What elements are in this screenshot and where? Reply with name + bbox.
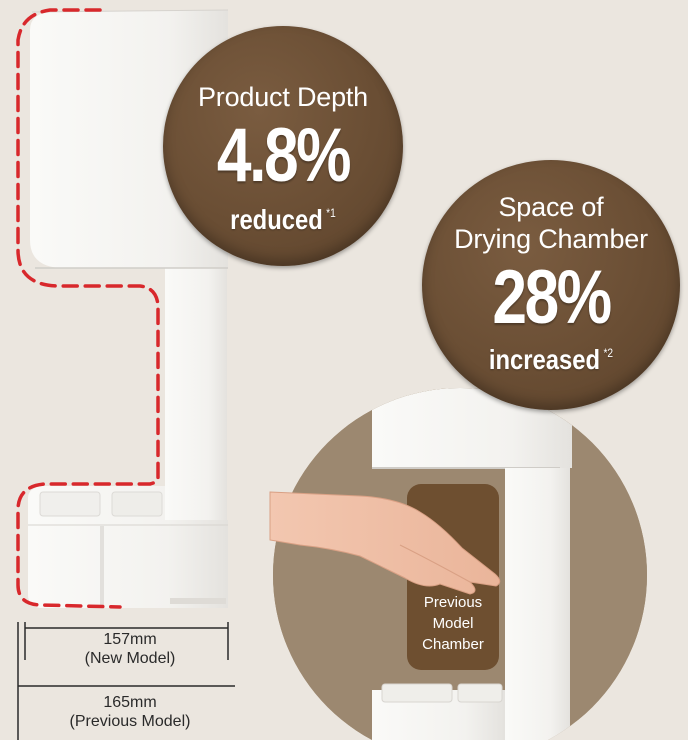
previous-model-size: 165mm <box>103 694 157 711</box>
drying-chamber-label: increased *2 <box>488 344 614 375</box>
footnote-1: *1 <box>326 206 336 220</box>
previous-chamber-label: Previous Model Chamber <box>410 592 496 655</box>
footnote-2: *2 <box>603 346 614 360</box>
chamber-label-line-2: Model <box>432 615 474 632</box>
previous-model-label: (Previous Model) <box>69 713 191 730</box>
drying-chamber-badge: Space of Drying Chamber 28% increased *2 <box>422 160 680 410</box>
product-depth-title: Product Depth <box>198 82 368 112</box>
previous-model-dimension: 165mm (Previous Model) <box>30 693 230 731</box>
hand-image <box>269 491 501 595</box>
drying-chamber-title-1: Space of <box>498 192 604 222</box>
dimension-lines <box>17 622 235 740</box>
product-depth-value: 4.8% <box>216 113 352 198</box>
drying-chamber-title-2: Drying Chamber <box>454 224 648 254</box>
product-depth-label: reduced *1 <box>230 204 336 235</box>
previous-model-outline <box>16 8 160 609</box>
new-model-label: (New Model) <box>84 650 176 667</box>
chamber-label-line-3: Chamber <box>422 636 484 653</box>
new-model-dimension: 157mm (New Model) <box>30 630 230 668</box>
drying-chamber-value: 28% <box>492 255 612 340</box>
product-depth-badge: Product Depth 4.8% reduced *1 <box>163 26 403 266</box>
new-model-size: 157mm <box>103 631 157 648</box>
chamber-label-line-1: Previous <box>423 594 483 611</box>
